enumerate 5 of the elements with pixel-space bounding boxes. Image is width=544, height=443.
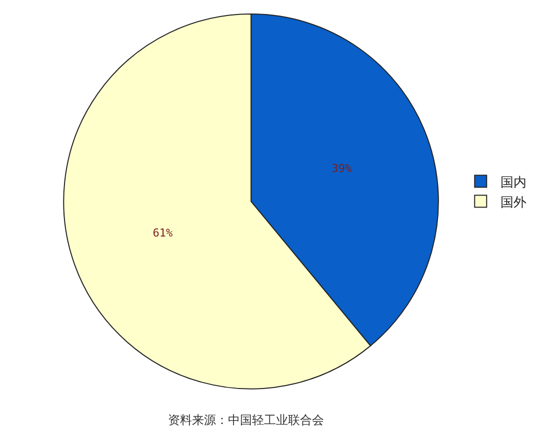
text: 资料来源：中国轻工业联合会 — [168, 413, 324, 427]
data-label: 61% — [152, 226, 174, 240]
legend-label: 国内 — [500, 175, 527, 190]
legend-label: 国外 — [500, 195, 527, 210]
data-label: 39% — [332, 162, 352, 176]
